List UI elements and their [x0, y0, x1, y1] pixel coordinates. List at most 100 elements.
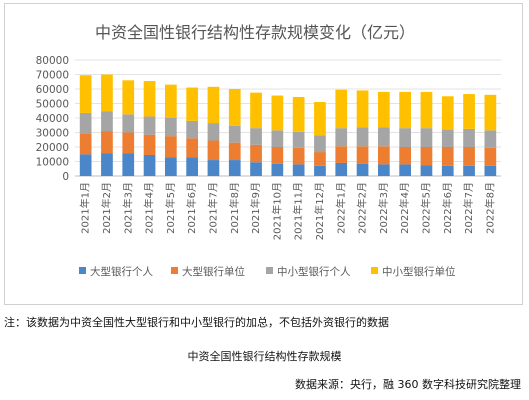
legend-label: 大型银行单位	[182, 265, 245, 278]
bar-segment	[292, 164, 305, 176]
bar-segment	[207, 160, 220, 176]
bar-segment	[207, 123, 220, 141]
bar-segment	[441, 165, 454, 176]
bar-segment	[143, 134, 156, 155]
bar-segment	[122, 132, 135, 154]
bar-segment	[271, 147, 284, 164]
legend-swatch	[266, 267, 273, 274]
x-tick-label: 2021年12月	[313, 182, 326, 240]
x-tick-label: 2022年3月	[377, 182, 390, 234]
bar-segment	[271, 163, 284, 176]
bar-segment	[79, 75, 92, 113]
bar-segment	[122, 80, 135, 115]
bar-segment	[228, 125, 241, 143]
bar-segment	[335, 128, 348, 147]
x-axis-ticks: 2021年1月 2021年2月 2021年3月 2021年4月 2021年5月 2021年…	[79, 182, 497, 240]
x-tick-label: 2022年7月	[462, 182, 475, 234]
bar-segment	[399, 147, 412, 165]
bar-segment	[377, 164, 390, 176]
legend-swatch	[371, 267, 378, 274]
bar-segment	[356, 163, 369, 176]
figure-caption: 中资全国性银行结构性存款规模	[187, 350, 342, 363]
footnote: 注：该数据为中资全国性大型银行和中小型银行的加总，不包括外资银行的数据	[4, 316, 389, 329]
legend-swatch	[79, 267, 86, 274]
bar-segment	[377, 146, 390, 165]
bar-segment	[335, 146, 348, 163]
bar-segment	[101, 74, 113, 112]
bar-segment	[228, 142, 241, 161]
bar-segment	[356, 127, 369, 147]
bar-segment	[207, 140, 220, 161]
bar-segment	[420, 147, 433, 166]
bar-segment	[250, 144, 262, 163]
bar-segment	[186, 157, 199, 176]
x-tick-label: 2022年5月	[419, 182, 432, 234]
legend-label: 大型银行个人	[90, 265, 153, 278]
y-tick-label: 10000	[36, 157, 69, 169]
bar-segment	[164, 157, 177, 176]
bar-segment	[463, 94, 475, 129]
y-tick-label: 0	[62, 171, 69, 183]
legend-label: 中小型银行个人	[277, 265, 351, 278]
x-tick-label: 2021年6月	[185, 182, 198, 234]
bar-segment	[101, 153, 113, 176]
bar-segment	[122, 114, 135, 133]
bar-segment	[79, 133, 92, 155]
x-tick-label: 2022年2月	[356, 182, 369, 234]
bar-segment	[484, 147, 497, 166]
bar-segment	[250, 92, 262, 129]
bar-segment	[399, 128, 412, 147]
bar-segment	[484, 130, 497, 148]
x-tick-label: 2021年1月	[79, 182, 92, 234]
bar-segment	[484, 94, 497, 131]
bar-segment	[420, 128, 433, 147]
bar-segment	[79, 154, 92, 176]
bar-segment	[335, 162, 348, 176]
bar-segment	[314, 102, 326, 136]
stacked-bar-chart: 中资全国性银行结构性存款规模变化（亿元） 0 10000 20000 30000 400…	[36, 23, 501, 278]
bar-segment	[292, 96, 305, 132]
x-tick-label: 2021年3月	[121, 182, 134, 234]
y-tick-label: 30000	[36, 128, 69, 140]
y-tick-label: 60000	[36, 84, 69, 96]
bar-segment	[143, 81, 156, 117]
x-tick-label: 2021年2月	[100, 182, 113, 234]
y-tick-label: 40000	[36, 113, 69, 125]
x-tick-label: 2021年4月	[143, 182, 156, 234]
bar-segment	[314, 165, 326, 176]
bar-segment	[441, 147, 454, 166]
bar-segment	[250, 128, 262, 145]
x-tick-label: 2021年5月	[164, 182, 177, 234]
bar-segment	[101, 111, 113, 132]
y-axis-ticks: 0 10000 20000 30000 40000 50000 60000 70000 8000…	[36, 55, 69, 183]
bar-segment	[356, 90, 369, 128]
bar-segment	[484, 165, 497, 176]
y-tick-label: 50000	[36, 99, 69, 111]
bar-segment	[164, 136, 177, 158]
bar-segment	[399, 164, 412, 176]
bar-segment	[122, 153, 135, 176]
y-tick-label: 70000	[36, 70, 69, 82]
bar-segment	[335, 89, 348, 129]
x-tick-label: 2022年6月	[441, 182, 454, 234]
x-tick-label: 2022年4月	[398, 182, 411, 234]
x-tick-label: 2021年8月	[228, 182, 241, 234]
bar-segment	[143, 154, 156, 176]
y-tick-label: 20000	[36, 142, 69, 154]
bar-segment	[79, 112, 92, 134]
bar-segment	[186, 87, 199, 121]
legend-swatch	[171, 267, 178, 274]
bar-segment	[271, 130, 284, 147]
bar-segment	[101, 131, 113, 154]
bar-segment	[186, 120, 199, 139]
bar-segment	[463, 165, 475, 176]
legend: 大型银行个人 大型银行单位 中小型银行个人 中小型银行单位	[79, 265, 456, 278]
bar-segment	[164, 118, 177, 137]
bar-segment	[441, 129, 454, 147]
bar-segment	[228, 89, 241, 126]
x-tick-label: 2021年10月	[270, 182, 283, 240]
bar-segment	[164, 84, 177, 118]
bar-segment	[292, 131, 305, 148]
bar-segment	[420, 91, 433, 129]
legend-label: 中小型银行单位	[382, 265, 456, 278]
